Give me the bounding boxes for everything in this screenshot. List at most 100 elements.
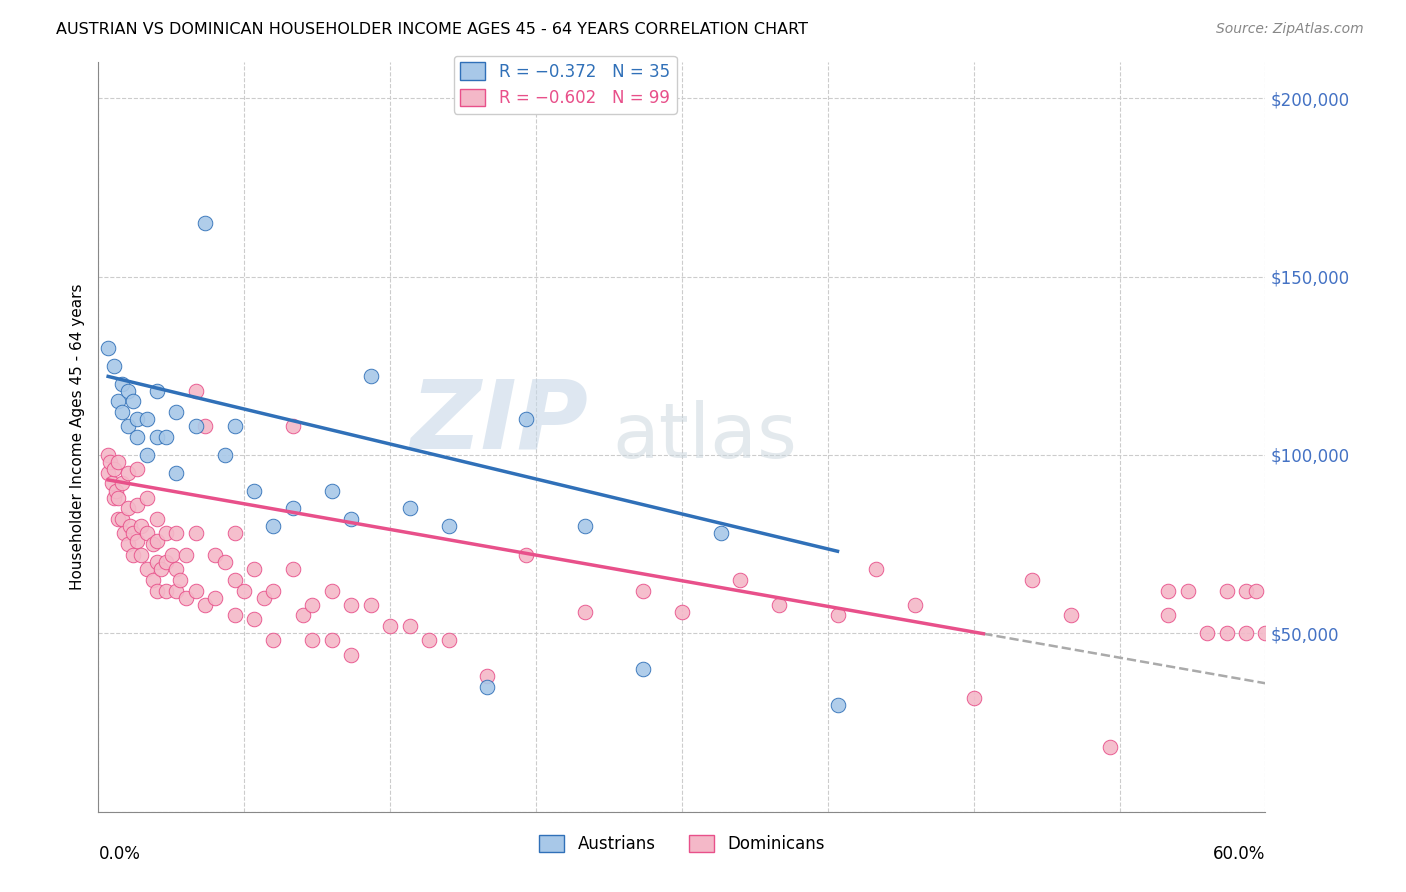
- Point: [165, 562, 187, 576]
- Point: [142, 537, 165, 551]
- Point: [146, 533, 169, 548]
- Point: [111, 376, 134, 391]
- Point: [169, 573, 191, 587]
- Point: [165, 583, 187, 598]
- Point: [204, 548, 226, 562]
- Point: [165, 526, 187, 541]
- Point: [107, 512, 129, 526]
- Point: [291, 608, 314, 623]
- Point: [127, 498, 149, 512]
- Point: [146, 384, 169, 398]
- Point: [1244, 583, 1267, 598]
- Point: [281, 562, 304, 576]
- Text: Source: ZipAtlas.com: Source: ZipAtlas.com: [1216, 22, 1364, 37]
- Point: [243, 562, 266, 576]
- Point: [865, 562, 887, 576]
- Point: [340, 648, 363, 662]
- Point: [155, 430, 177, 444]
- Text: AUSTRIAN VS DOMINICAN HOUSEHOLDER INCOME AGES 45 - 64 YEARS CORRELATION CHART: AUSTRIAN VS DOMINICAN HOUSEHOLDER INCOME…: [56, 22, 808, 37]
- Point: [165, 466, 187, 480]
- Point: [321, 483, 343, 498]
- Point: [136, 448, 159, 462]
- Point: [477, 669, 499, 683]
- Point: [262, 633, 284, 648]
- Point: [127, 533, 149, 548]
- Point: [111, 405, 134, 419]
- Point: [437, 633, 460, 648]
- Point: [127, 412, 149, 426]
- Point: [515, 548, 537, 562]
- Point: [122, 548, 145, 562]
- Text: 60.0%: 60.0%: [1213, 846, 1265, 863]
- Point: [768, 598, 790, 612]
- Point: [710, 526, 733, 541]
- Point: [122, 526, 145, 541]
- Point: [184, 583, 207, 598]
- Point: [380, 619, 402, 633]
- Point: [243, 483, 266, 498]
- Point: [418, 633, 440, 648]
- Point: [962, 690, 984, 705]
- Point: [1021, 573, 1043, 587]
- Point: [136, 491, 159, 505]
- Point: [360, 369, 382, 384]
- Point: [117, 419, 139, 434]
- Point: [631, 583, 654, 598]
- Y-axis label: Householder Income Ages 45 - 64 years: Householder Income Ages 45 - 64 years: [69, 284, 84, 591]
- Point: [214, 555, 236, 569]
- Point: [321, 583, 343, 598]
- Point: [224, 526, 246, 541]
- Point: [112, 526, 135, 541]
- Point: [117, 501, 139, 516]
- Point: [1215, 583, 1237, 598]
- Point: [97, 448, 120, 462]
- Point: [129, 548, 152, 562]
- Point: [204, 591, 226, 605]
- Point: [111, 476, 134, 491]
- Point: [136, 526, 159, 541]
- Point: [127, 462, 149, 476]
- Point: [574, 519, 596, 533]
- Point: [142, 573, 165, 587]
- Point: [146, 512, 169, 526]
- Point: [107, 455, 129, 469]
- Point: [149, 562, 172, 576]
- Point: [301, 633, 323, 648]
- Point: [127, 430, 149, 444]
- Point: [101, 476, 124, 491]
- Point: [398, 501, 420, 516]
- Point: [340, 598, 363, 612]
- Point: [477, 680, 499, 694]
- Point: [224, 419, 246, 434]
- Point: [107, 394, 129, 409]
- Point: [827, 608, 849, 623]
- Point: [574, 605, 596, 619]
- Point: [243, 612, 266, 626]
- Point: [107, 491, 129, 505]
- Point: [1234, 626, 1257, 640]
- Point: [165, 405, 187, 419]
- Point: [233, 583, 256, 598]
- Point: [1234, 583, 1257, 598]
- Point: [155, 583, 177, 598]
- Point: [146, 555, 169, 569]
- Point: [398, 619, 420, 633]
- Point: [224, 573, 246, 587]
- Point: [214, 448, 236, 462]
- Point: [103, 491, 125, 505]
- Text: 0.0%: 0.0%: [98, 846, 141, 863]
- Point: [262, 583, 284, 598]
- Point: [117, 466, 139, 480]
- Point: [671, 605, 693, 619]
- Point: [104, 483, 127, 498]
- Point: [184, 419, 207, 434]
- Point: [174, 548, 197, 562]
- Point: [1195, 626, 1218, 640]
- Point: [174, 591, 197, 605]
- Point: [136, 412, 159, 426]
- Point: [117, 384, 139, 398]
- Text: atlas: atlas: [612, 401, 797, 474]
- Point: [184, 384, 207, 398]
- Point: [1215, 626, 1237, 640]
- Point: [155, 526, 177, 541]
